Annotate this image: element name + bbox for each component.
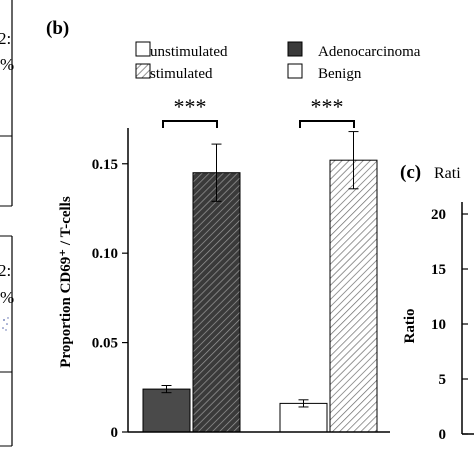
b-y-axis-label: Proportion CD69⁺ / T-cells (58, 196, 74, 368)
scatter-dot (7, 317, 9, 319)
legend-label-adenocarcinoma: Adenocarcinoma (318, 44, 421, 60)
significance-bracket-benign (299, 120, 355, 128)
c-y-tick-label: 10 (431, 317, 446, 333)
c-y-axis-label: Ratio (402, 309, 418, 344)
bar-benign-stimulated (329, 159, 378, 433)
c-y-tick-label: 15 (431, 262, 446, 278)
legend-label-stimulated: stimulated (150, 66, 213, 82)
b-y-tick-label: 0 (111, 425, 119, 441)
ratio-chart: Ratio 0 5 10 15 20 (402, 202, 474, 443)
c-y-tick-label: 5 (439, 372, 447, 388)
significance-bracket-adenocarcinoma (162, 120, 218, 128)
legend-swatch-adenocarcinoma (287, 41, 303, 57)
c-y-tick-label: 20 (431, 207, 446, 223)
panel-a-top-pct: % (0, 55, 14, 74)
legend: unstimulated stimulated Adenocarcinoma B… (135, 41, 421, 82)
scatter-dots (2, 317, 9, 331)
b-y-tick-label: 0.15 (92, 157, 118, 173)
legend-label-unstimulated: unstimulated (150, 44, 228, 60)
legend-label-benign: Benign (318, 66, 362, 82)
bar-benign-unstimulated (279, 402, 328, 433)
significance-label-adenocarcinoma: *** (174, 94, 207, 119)
scatter-dot (6, 323, 8, 325)
panel-c-label: (c) (400, 162, 421, 183)
panel-a-bottom-label: 2: (0, 261, 11, 280)
legend-swatch-unstimulated (135, 41, 151, 57)
b-y-tick-label: 0.05 (92, 336, 118, 352)
c-y-axis-ticks: 0 5 10 15 20 (431, 207, 468, 443)
panel-a-top-label: 2: (0, 29, 11, 48)
proportion-bar-chart: Proportion CD69⁺ / T-cells 0 0.05 0.10 0.15 (58, 128, 390, 441)
panel-a-bottom-pct: % (0, 288, 14, 307)
b-bars (142, 159, 378, 433)
scatter-dot (2, 327, 4, 329)
panel-a-fragment: 2: % 2: % (0, 0, 14, 447)
panel-c-title: Rati (434, 165, 461, 182)
significance-label-benign: *** (311, 94, 344, 119)
scatter-dot (3, 319, 5, 321)
bar-adenocarcinoma-stimulated (192, 172, 241, 433)
b-y-tick-label: 0.10 (92, 246, 118, 262)
b-y-axis-ticks: 0 0.05 0.10 0.15 (92, 157, 128, 441)
b-error-bars (161, 131, 359, 408)
significance-markers: *** *** (162, 94, 355, 128)
c-y-tick-label: 0 (439, 427, 447, 443)
bar-adenocarcinoma-unstimulated (142, 388, 191, 433)
scatter-dot (5, 329, 7, 331)
legend-swatch-benign (287, 63, 303, 79)
panel-b-label: (b) (46, 18, 69, 39)
legend-swatch-stimulated (135, 63, 151, 79)
